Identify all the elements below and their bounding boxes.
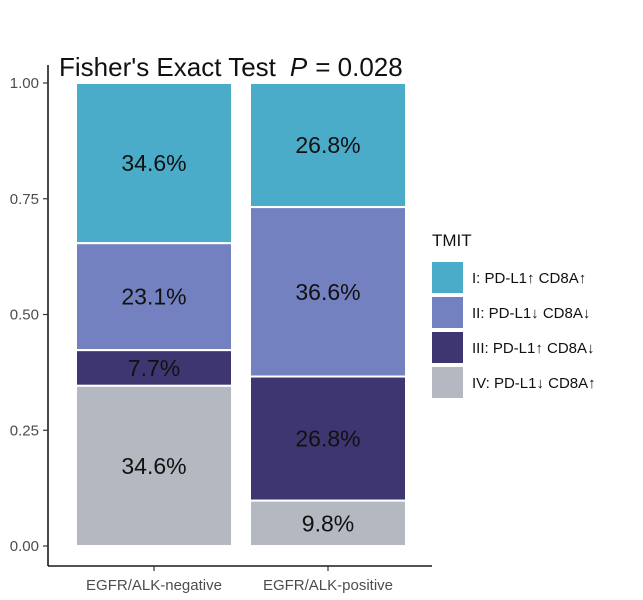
y-tick-label: 0.50: [10, 307, 39, 324]
legend-swatch: [432, 262, 463, 293]
legend-swatch: [432, 367, 463, 398]
legend-label: II: PD-L1↓ CD8A↓: [472, 305, 590, 322]
x-category-label: EGFR/ALK-negative: [86, 577, 222, 594]
legend-title: TMIT: [432, 231, 472, 250]
y-tick-label: 0.00: [10, 538, 39, 555]
y-tick-label: 0.75: [10, 191, 39, 208]
segment-value-label: 36.6%: [295, 279, 360, 305]
segment-value-label: 7.7%: [128, 355, 180, 381]
chart-title: Fisher's Exact Test P = 0.028: [59, 52, 403, 82]
bar-segment: [75, 349, 233, 387]
legend-label: I: PD-L1↑ CD8A↑: [472, 270, 586, 287]
plot-area: 0.00 0.25 0.50 0.75 1.00 34.6% 23.1% 7.7% 34.6% E…: [10, 65, 432, 594]
y-tick-label: 1.00: [10, 75, 39, 92]
y-tick-label: 0.25: [10, 422, 39, 439]
legend-swatch: [432, 297, 463, 328]
legend-label: III: PD-L1↑ CD8A↓: [472, 340, 595, 357]
segment-value-label: 26.8%: [295, 132, 360, 158]
segment-value-label: 26.8%: [295, 426, 360, 452]
legend: TMIT I: PD-L1↑ CD8A↑ II: PD-L1↓ CD8A↓ III: …: [432, 231, 596, 398]
bar-segment: [249, 206, 407, 378]
segment-value-label: 34.6%: [121, 150, 186, 176]
x-category-label: EGFR/ALK-positive: [263, 577, 393, 594]
segment-value-label: 9.8%: [302, 510, 354, 536]
legend-swatch: [432, 332, 463, 363]
bar-segment: [249, 82, 407, 209]
segment-value-label: 23.1%: [121, 284, 186, 310]
bar-segment: [249, 499, 407, 548]
bar-segment: [249, 375, 407, 502]
bar-segment: [75, 242, 233, 352]
legend-label: IV: PD-L1↓ CD8A↑: [472, 375, 596, 392]
segment-value-label: 34.6%: [121, 453, 186, 479]
bar-segment: [75, 384, 233, 547]
